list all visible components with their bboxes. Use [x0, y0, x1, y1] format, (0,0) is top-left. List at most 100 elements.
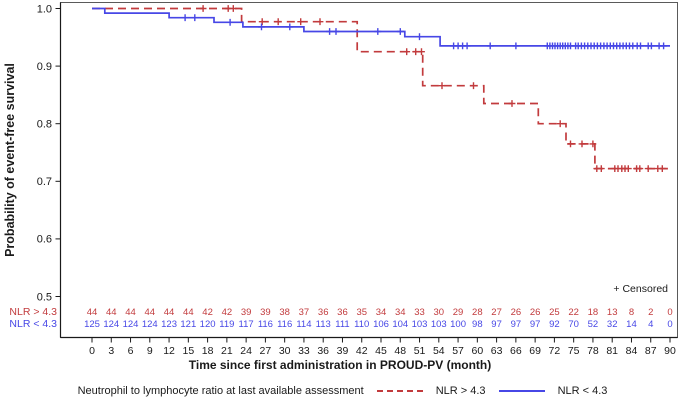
risk-count: 103 — [412, 319, 428, 330]
risk-count: 13 — [607, 307, 618, 318]
x-tick-label: 21 — [221, 345, 233, 357]
censor-mark — [644, 165, 652, 172]
censor-mark — [274, 18, 282, 26]
x-tick-label: 72 — [549, 345, 561, 357]
risk-count: 116 — [258, 319, 273, 330]
risk-count: 28 — [472, 307, 483, 318]
y-tick-label: 0.5 — [37, 291, 52, 303]
x-tick-label: 27 — [260, 345, 272, 357]
risk-count: 97 — [530, 319, 541, 330]
x-tick-label: 60 — [471, 345, 483, 357]
censor-mark — [624, 165, 632, 172]
risk-count: 113 — [316, 319, 331, 330]
risk-count: 121 — [180, 319, 196, 330]
risk-count: 14 — [626, 319, 637, 330]
censor-mark — [297, 18, 305, 26]
censor-mark — [226, 18, 234, 26]
censor-mark — [658, 165, 666, 172]
x-tick-label: 63 — [491, 345, 503, 357]
censor-mark — [597, 165, 605, 172]
risk-count: 8 — [629, 307, 634, 318]
risk-count: 52 — [588, 319, 599, 330]
risk-count: 29 — [453, 307, 464, 318]
risk-count: 104 — [392, 319, 408, 330]
censor-mark — [470, 82, 477, 90]
censor-mark — [326, 28, 333, 35]
censor-mark — [416, 33, 423, 41]
risk-count: 0 — [667, 307, 672, 318]
x-tick-label: 51 — [414, 345, 426, 357]
risk-count: 26 — [530, 307, 541, 318]
censor-mark — [556, 120, 564, 128]
x-tick-label: 78 — [587, 345, 599, 357]
risk-count: 4 — [648, 319, 653, 330]
censor-mark — [463, 42, 471, 50]
x-tick-label: 18 — [202, 345, 214, 357]
censor-mark — [567, 140, 574, 148]
x-tick-label: 33 — [298, 345, 310, 357]
censor-mark — [418, 48, 425, 56]
risk-count: 25 — [549, 307, 560, 318]
risk-count: 114 — [296, 319, 311, 330]
risk-count: 125 — [84, 319, 100, 330]
risk-count: 110 — [354, 319, 369, 330]
risk-count: 119 — [219, 319, 234, 330]
risk-count: 120 — [200, 319, 216, 330]
censor-mark — [403, 48, 411, 56]
censor-mark — [316, 18, 324, 26]
risk-count: 39 — [260, 307, 271, 318]
x-tick-label: 69 — [529, 345, 541, 357]
y-tick-label: 1.0 — [37, 3, 52, 15]
x-tick-label: 39 — [337, 345, 349, 357]
censor-mark — [229, 5, 237, 12]
risk-count: 37 — [299, 307, 310, 318]
censor-mark — [636, 165, 644, 172]
risk-count: 44 — [183, 307, 194, 318]
risk-count: 27 — [491, 307, 502, 318]
x-tick-label: 15 — [182, 345, 194, 357]
risk-count: 44 — [87, 307, 98, 318]
risk-count: 36 — [337, 307, 348, 318]
x-tick-label: 54 — [433, 345, 445, 357]
censor-mark — [258, 23, 265, 31]
x-tick-label: 30 — [279, 345, 291, 357]
x-tick-label: 75 — [568, 345, 580, 357]
censor-mark — [438, 82, 446, 90]
risk-count: 124 — [123, 319, 139, 330]
censor-mark — [508, 100, 516, 107]
x-tick-label: 24 — [240, 345, 252, 357]
risk-count: 35 — [356, 307, 367, 318]
risk-count: 106 — [373, 319, 389, 330]
risk-row-label-nlr-gt: NLR > 4.3 — [9, 306, 57, 318]
risk-count: 111 — [335, 319, 349, 330]
censor-mark — [648, 42, 655, 50]
risk-count: 123 — [161, 319, 177, 330]
censor-mark — [512, 42, 520, 50]
censor-mark — [199, 5, 207, 12]
risk-count: 97 — [491, 319, 502, 330]
censor-mark — [589, 140, 597, 148]
x-tick-label: 84 — [626, 345, 638, 357]
censor-mark — [637, 42, 644, 50]
risk-count: 32 — [607, 319, 618, 330]
risk-count: 117 — [239, 319, 254, 330]
censor-mark — [660, 42, 667, 50]
x-tick-label: 6 — [128, 345, 134, 357]
risk-count: 70 — [568, 319, 579, 330]
risk-count: 44 — [125, 307, 136, 318]
y-tick-label: 0.8 — [37, 119, 52, 131]
censor-mark — [578, 140, 586, 148]
censor-mark — [286, 23, 294, 31]
risk-count: 98 — [472, 319, 483, 330]
risk-count: 2 — [648, 307, 653, 318]
risk-count: 42 — [202, 307, 213, 318]
censor-mark — [374, 28, 382, 35]
x-tick-label: 0 — [89, 345, 95, 357]
censor-mark — [191, 14, 199, 22]
risk-count: 97 — [511, 319, 522, 330]
risk-count: 36 — [318, 307, 329, 318]
x-tick-label: 9 — [147, 345, 153, 357]
legend: Neutrophil to lymphocyte ratio at last a… — [0, 378, 685, 404]
y-axis-title: Probability of event-free survival — [3, 63, 17, 257]
x-tick-label: 45 — [375, 345, 387, 357]
